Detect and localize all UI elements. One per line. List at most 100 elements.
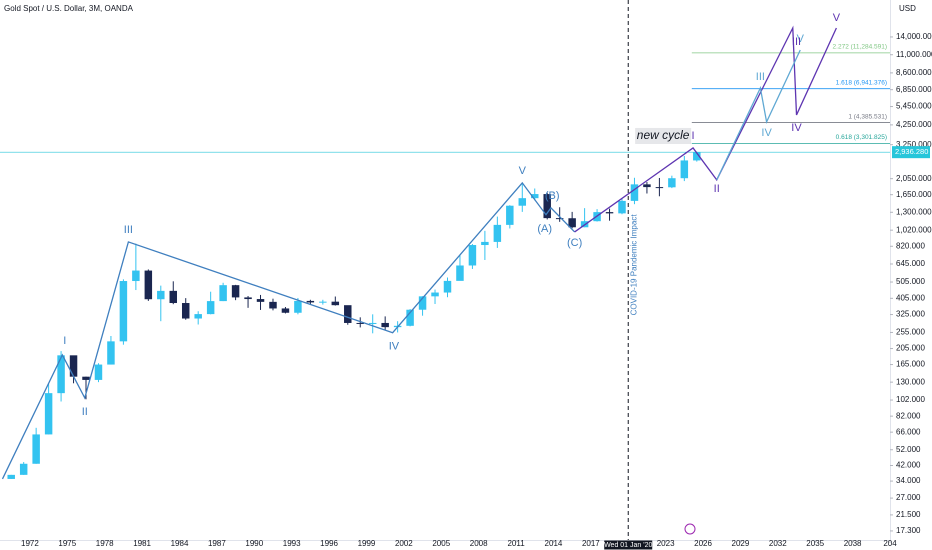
- candle-body: [294, 300, 302, 313]
- y-tick-label: 42.000: [896, 461, 921, 470]
- note-box: [635, 127, 692, 144]
- x-tick-label: 2008: [470, 539, 488, 548]
- y-tick-label: 1,020.000: [896, 225, 932, 234]
- y-tick-label: 130.000: [896, 377, 925, 386]
- wave-label: III: [792, 36, 801, 48]
- x-tick-label: 1999: [358, 539, 376, 548]
- wave-label: III: [124, 224, 133, 236]
- x-tick-label: 2005: [432, 539, 450, 548]
- x-tick-label: 2011: [507, 539, 525, 548]
- date-marker-label: Wed 01 Jan '20: [604, 542, 652, 549]
- candle-body: [44, 393, 53, 435]
- x-tick-label: 2029: [732, 539, 750, 548]
- y-tick-label: 66.000: [896, 427, 921, 436]
- x-tick-label: 2017: [582, 539, 600, 548]
- event-label: COVID-19 Pandemic Impact: [630, 214, 639, 316]
- candle-body: [568, 218, 576, 228]
- y-tick-label: 27.000: [896, 493, 921, 502]
- fib-label: 1 (4,385.531): [848, 113, 887, 120]
- y-tick-label: 505.000: [896, 277, 925, 286]
- wave-label: IV: [389, 341, 400, 353]
- wave-label: I: [692, 130, 695, 142]
- fib-label: 0.618 (3,301.825): [836, 134, 887, 141]
- wave-path: [716, 49, 801, 181]
- y-tick-label: 82.000: [896, 411, 921, 420]
- candle-body: [456, 265, 464, 281]
- x-tick-label: 2002: [395, 539, 413, 548]
- candle-body: [655, 187, 664, 189]
- wave-label: IV: [791, 122, 802, 134]
- candle-body: [181, 303, 190, 319]
- wave-label: (C): [567, 237, 582, 249]
- date-marker-box: [604, 540, 653, 550]
- x-tick-label: 2026: [694, 539, 712, 548]
- candle-body: [194, 314, 202, 319]
- x-tick-label: 2038: [844, 539, 862, 548]
- wave-label: II: [714, 183, 720, 195]
- candle-body: [443, 280, 452, 293]
- y-tick-label: 11,000.000: [896, 50, 932, 59]
- x-tick-label: 1978: [96, 539, 114, 548]
- candle-body: [19, 463, 28, 475]
- x-tick-label: 2032: [769, 539, 787, 548]
- candle-body: [281, 308, 290, 313]
- candle-body: [468, 245, 477, 266]
- event-icon[interactable]: [684, 523, 696, 535]
- candle-body: [605, 212, 614, 214]
- x-tick-label: 1987: [208, 539, 226, 548]
- candle-body: [668, 178, 676, 188]
- x-tick-label: 1990: [245, 539, 263, 548]
- y-tick-label: 1,650.000: [896, 190, 932, 199]
- candle-body: [368, 322, 377, 324]
- wave-label: V: [797, 33, 805, 45]
- fib-label: 2.272 (11,284.591): [833, 44, 887, 51]
- candle-body: [680, 160, 689, 179]
- y-tick-label: 405.000: [896, 293, 925, 302]
- y-tick-label: 205.000: [896, 344, 925, 353]
- candle-body: [144, 270, 153, 300]
- candle-body: [269, 301, 277, 309]
- candle-body: [481, 241, 489, 246]
- candle-body: [169, 290, 178, 304]
- y-tick-label: 255.000: [896, 328, 925, 337]
- wave-label: II: [82, 406, 88, 418]
- candle-body: [32, 434, 40, 464]
- y-tick-label: 820.000: [896, 241, 925, 250]
- y-tick-label: 5,450.000: [896, 102, 932, 111]
- current-price-label: 2,936.280: [895, 147, 928, 156]
- x-tick-label: 1984: [171, 539, 189, 548]
- candle-body: [356, 322, 364, 324]
- candle-body: [306, 300, 315, 303]
- y-tick-label: 6,850.000: [896, 85, 932, 94]
- candle-body: [531, 194, 539, 199]
- y-tick-label: 4,250.000: [896, 120, 932, 129]
- candle-body: [107, 341, 115, 365]
- y-tick-label: 645.000: [896, 259, 925, 268]
- y-tick-label: 52.000: [896, 445, 921, 454]
- wave-label: V: [519, 165, 527, 177]
- wave-label: (B): [545, 190, 560, 202]
- candle-body: [119, 281, 128, 342]
- x-tick-label: 2014: [545, 539, 563, 548]
- x-tick-label: 1996: [320, 539, 338, 548]
- note-label: new cycle: [637, 128, 690, 142]
- candle-body: [69, 355, 78, 377]
- candle-body: [231, 285, 240, 298]
- x-tick-label: 1975: [58, 539, 76, 548]
- x-tick-label: 1993: [283, 539, 301, 548]
- candle-body: [555, 218, 564, 220]
- candle-body: [57, 355, 65, 394]
- x-tick-label: 1972: [21, 539, 39, 548]
- current-price-box: [892, 146, 930, 159]
- currency-label: USD: [899, 4, 916, 13]
- candle-body: [406, 309, 414, 326]
- candle-body: [319, 301, 327, 303]
- x-tick-label: 2023: [657, 539, 675, 548]
- wave-label: I: [63, 335, 66, 347]
- y-tick-label: 17.300: [896, 526, 921, 535]
- y-tick-label: 34.000: [896, 476, 921, 485]
- y-tick-label: 325.000: [896, 310, 925, 319]
- wave-label: (A): [537, 223, 552, 235]
